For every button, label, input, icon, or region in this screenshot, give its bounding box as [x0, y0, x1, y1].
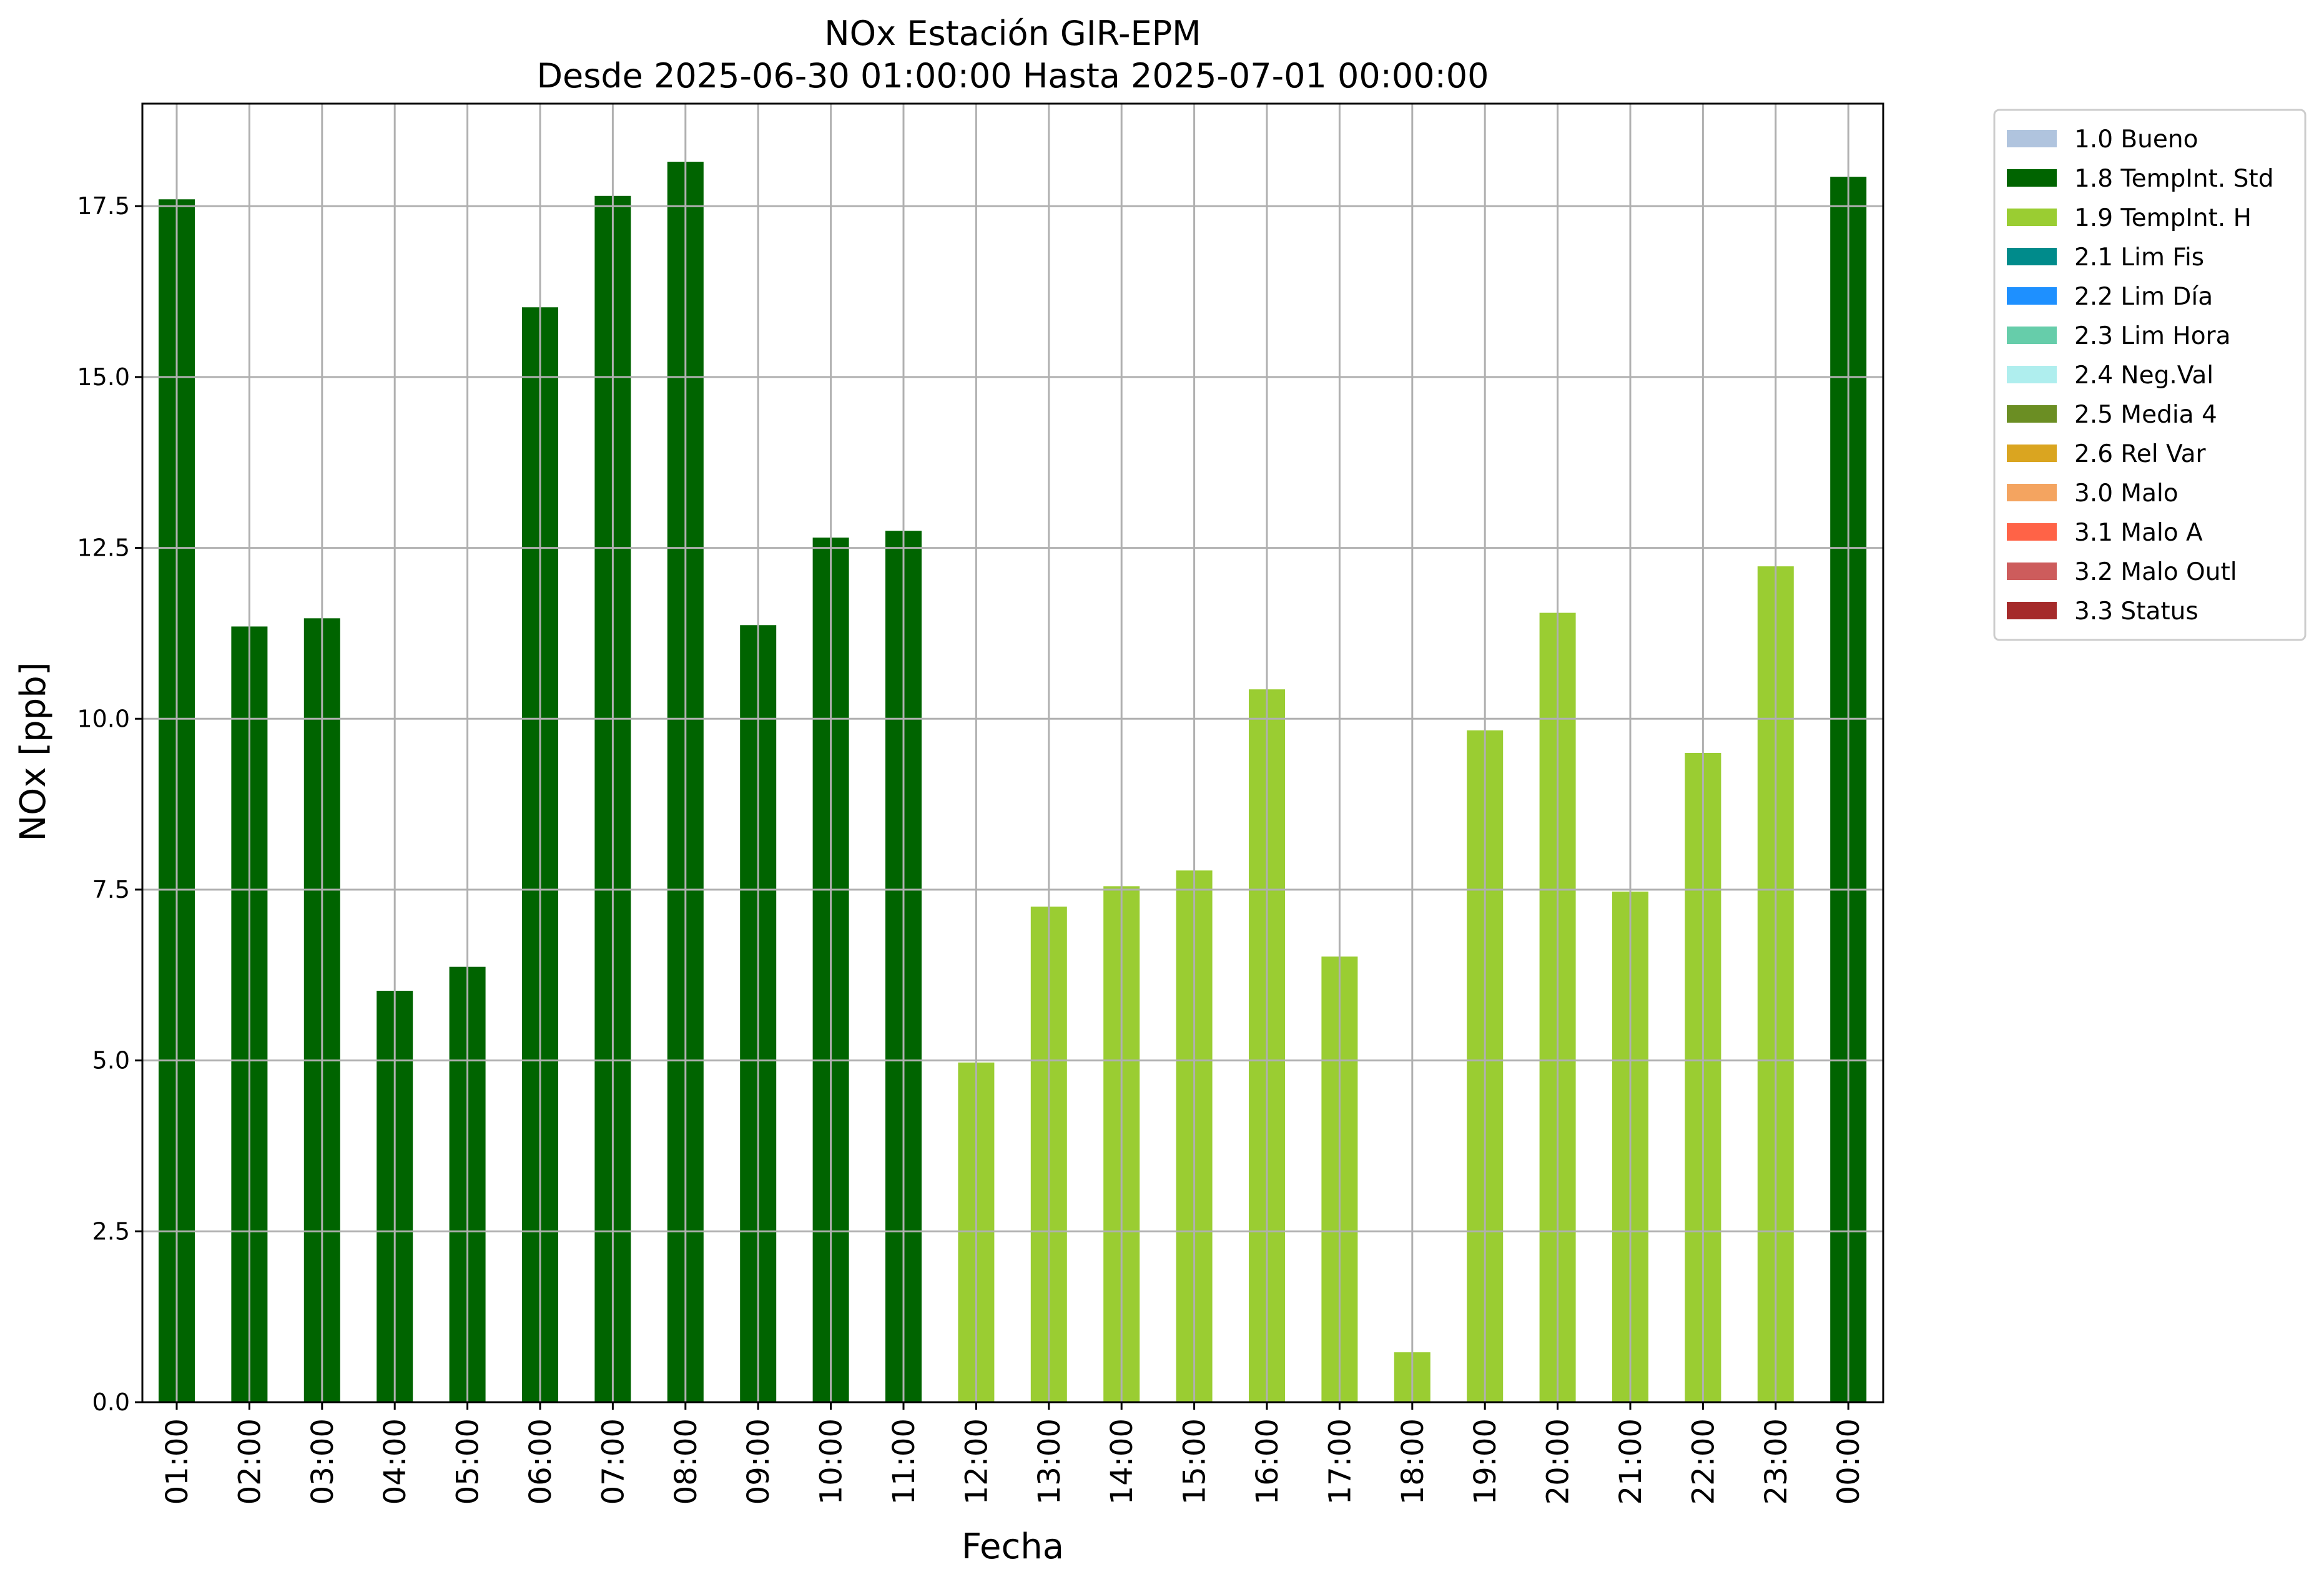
x-tick-label: 05:00 [451, 1418, 486, 1505]
legend-entry-label: 3.3 Status [2074, 597, 2198, 626]
y-axis-ticks: 0.0 2.5 5.0 7.5 10.0 12.5 15.0 17.5 [77, 192, 142, 1416]
x-tick-label: 07:00 [596, 1418, 631, 1505]
grid-lines [142, 104, 1883, 1403]
x-tick-label: 21:00 [1613, 1418, 1648, 1505]
legend-entry-label: 2.6 Rel Var [2074, 440, 2207, 468]
legend-box [1993, 109, 2307, 641]
x-tick-label: 15:00 [1178, 1418, 1213, 1505]
x-tick-label: 22:00 [1686, 1418, 1721, 1505]
y-tick-label: 15.0 [77, 363, 130, 391]
x-tick-label: 09:00 [741, 1418, 776, 1505]
legend-swatch [2007, 602, 2057, 619]
legend-entry-label: 1.0 Bueno [2074, 125, 2198, 154]
x-tick-label: 17:00 [1322, 1418, 1357, 1505]
y-tick-label: 5.0 [92, 1047, 130, 1074]
legend-entry-label: 2.4 Neg.Val [2074, 361, 2213, 390]
y-tick-label: 10.0 [77, 705, 130, 732]
x-axis-ticks: 01:00 02:00 03:00 04:00 05:00 06:00 07:00 08:00… [160, 1402, 1866, 1505]
x-tick-label: 13:00 [1032, 1418, 1067, 1505]
legend-swatch [2007, 405, 2057, 423]
y-tick-label: 2.5 [92, 1217, 130, 1245]
legend: 1.0 Bueno 1.8 TempInt. Std 1.9 TempInt. H 2… [1993, 109, 2307, 641]
legend-entry-label: 1.9 TempInt. H [2074, 204, 2252, 232]
legend-swatch [2007, 130, 2057, 147]
x-tick-label: 18:00 [1396, 1418, 1430, 1505]
x-tick-label: 19:00 [1468, 1418, 1503, 1505]
y-tick-label: 17.5 [77, 192, 130, 220]
legend-swatch [2007, 287, 2057, 305]
x-tick-label: 23:00 [1759, 1418, 1794, 1505]
y-tick-label: 0.0 [92, 1388, 130, 1416]
y-tick-label: 12.5 [77, 534, 130, 562]
x-tick-label: 16:00 [1250, 1418, 1285, 1505]
legend-swatch [2007, 445, 2057, 462]
y-axis-label: NOx [ppb] [13, 662, 54, 841]
x-tick-label: 08:00 [669, 1418, 704, 1505]
x-tick-label: 04:00 [378, 1418, 413, 1505]
legend-swatch [2007, 209, 2057, 226]
legend-swatch [2007, 563, 2057, 580]
legend-entry-label: 1.8 TempInt. Std [2074, 165, 2273, 193]
legend-swatch [2007, 366, 2057, 383]
x-tick-label: 12:00 [959, 1418, 994, 1505]
x-tick-label: 02:00 [232, 1418, 267, 1505]
bars [159, 162, 1867, 1403]
x-tick-label: 01:00 [160, 1418, 195, 1505]
legend-entry-label: 3.2 Malo Outl [2074, 558, 2237, 586]
legend-entry-label: 2.5 Media 4 [2074, 401, 2217, 429]
legend-swatch [2007, 327, 2057, 344]
legend-swatch [2007, 484, 2057, 501]
legend-swatch [2007, 523, 2057, 541]
x-tick-label: 20:00 [1541, 1418, 1576, 1505]
x-tick-label: 10:00 [814, 1418, 849, 1505]
plot-frame [141, 102, 1884, 1403]
legend-entry-label: 3.0 Malo [2074, 479, 2179, 508]
y-tick-label: 7.5 [92, 876, 130, 903]
chart-subtitle: Desde 2025-06-30 01:00:00 Hasta 2025-07-… [536, 56, 1489, 96]
legend-entry-label: 2.1 Lim Fis [2074, 243, 2204, 272]
legend-swatch [2007, 248, 2057, 265]
x-axis-label: Fecha [962, 1526, 1064, 1567]
x-tick-label: 00:00 [1831, 1418, 1866, 1505]
axes [141, 102, 1884, 1403]
chart-title: NOx Estación GIR-EPM [824, 14, 1201, 53]
legend-swatch [2007, 169, 2057, 187]
x-tick-label: 06:00 [523, 1418, 558, 1505]
legend-entry-label: 3.1 Malo A [2074, 519, 2203, 547]
x-tick-label: 03:00 [305, 1418, 340, 1505]
legend-entry-label: 2.3 Lim Hora [2074, 322, 2231, 350]
legend-entry-label: 2.2 Lim Día [2074, 283, 2213, 311]
x-tick-label: 14:00 [1105, 1418, 1140, 1505]
x-tick-label: 11:00 [887, 1418, 922, 1505]
